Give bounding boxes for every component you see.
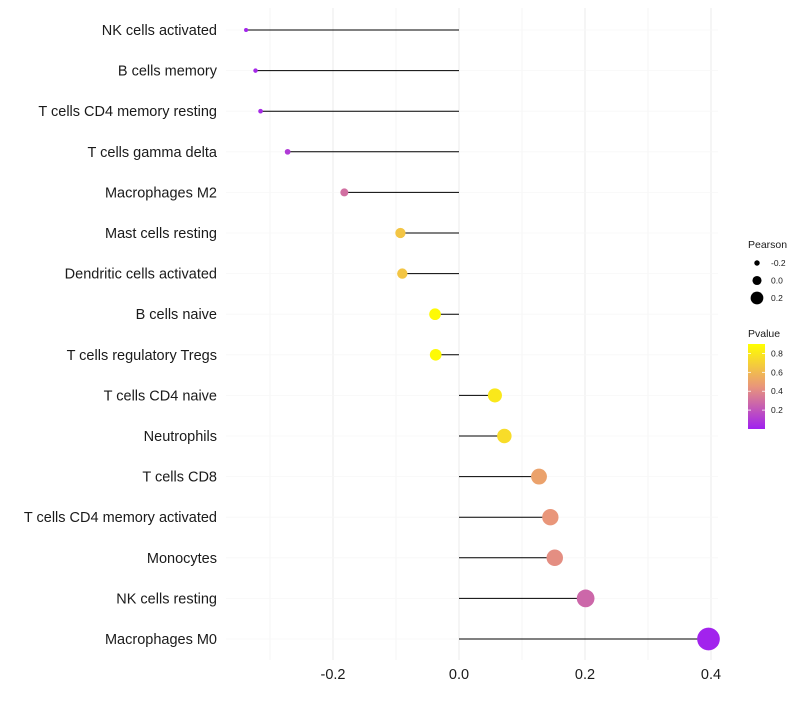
size-legend-label: 0.2 xyxy=(771,293,783,303)
category-label: T cells CD4 naive xyxy=(104,388,217,404)
lollipop-point xyxy=(487,388,502,403)
lollipop-point xyxy=(258,108,263,114)
category-label: T cells gamma delta xyxy=(88,145,218,161)
category-label: T cells CD4 memory activated xyxy=(24,510,217,526)
lollipop-point xyxy=(531,468,547,485)
lollipop-point xyxy=(253,68,258,73)
lollipop-point xyxy=(340,188,349,197)
category-label: Macrophages M0 xyxy=(105,632,217,648)
category-label: T cells CD8 xyxy=(142,470,217,486)
legend: Pearson Pvalue -0.2 0.0 0.2 0.8 0.6 0.4 0.2 xyxy=(748,239,787,429)
x-axis-ticks: -0.2 0.0 0.2 0.4 xyxy=(321,667,722,683)
size-legend-dot xyxy=(752,275,762,286)
gridlines xyxy=(226,8,718,660)
category-label: B cells naive xyxy=(136,307,217,323)
lollipop-point xyxy=(697,627,720,651)
lollipop-point xyxy=(429,308,441,321)
lollipop-point xyxy=(576,589,595,608)
category-label: B cells memory xyxy=(118,64,218,80)
color-legend-label: 0.8 xyxy=(771,348,783,358)
lollipop-stems xyxy=(246,29,709,640)
size-legend-dot xyxy=(754,260,760,266)
category-label: NK cells activated xyxy=(102,23,217,39)
color-legend-label: 0.6 xyxy=(771,367,783,377)
size-legend-label: -0.2 xyxy=(771,258,786,268)
category-label: T cells regulatory Tregs xyxy=(67,348,217,364)
size-legend-title: Pearson xyxy=(748,239,787,251)
color-bar xyxy=(748,344,765,429)
lollipop-point xyxy=(395,227,406,239)
category-label: T cells CD4 memory resting xyxy=(38,104,217,120)
lollipop-point xyxy=(244,27,249,33)
size-legend-dot xyxy=(750,291,764,305)
lollipop-point xyxy=(497,428,512,444)
lollipop-point xyxy=(284,148,291,155)
x-tick-label: 0.4 xyxy=(701,667,721,683)
x-tick-label: -0.2 xyxy=(321,667,346,683)
category-label: Mast cells resting xyxy=(105,226,217,242)
category-label: Neutrophils xyxy=(144,429,217,445)
color-legend-label: 0.2 xyxy=(771,405,783,415)
color-legend-title: Pvalue xyxy=(748,328,780,340)
lollipop-points xyxy=(244,27,720,651)
category-label: Monocytes xyxy=(147,551,217,567)
lollipop-point xyxy=(397,268,408,279)
category-label: Dendritic cells activated xyxy=(65,267,217,283)
x-tick-label: 0.0 xyxy=(449,667,469,683)
x-tick-label: 0.2 xyxy=(575,667,595,683)
lollipop-point xyxy=(429,348,442,361)
category-label: Macrophages M2 xyxy=(105,185,217,201)
lollipop-point xyxy=(542,509,559,526)
color-legend-label: 0.4 xyxy=(771,386,783,396)
size-legend-label: 0.0 xyxy=(771,276,783,286)
category-labels: NK cells activated B cells memory T cells … xyxy=(24,23,218,648)
lollipop-point xyxy=(546,549,564,567)
category-label: NK cells resting xyxy=(116,591,217,607)
